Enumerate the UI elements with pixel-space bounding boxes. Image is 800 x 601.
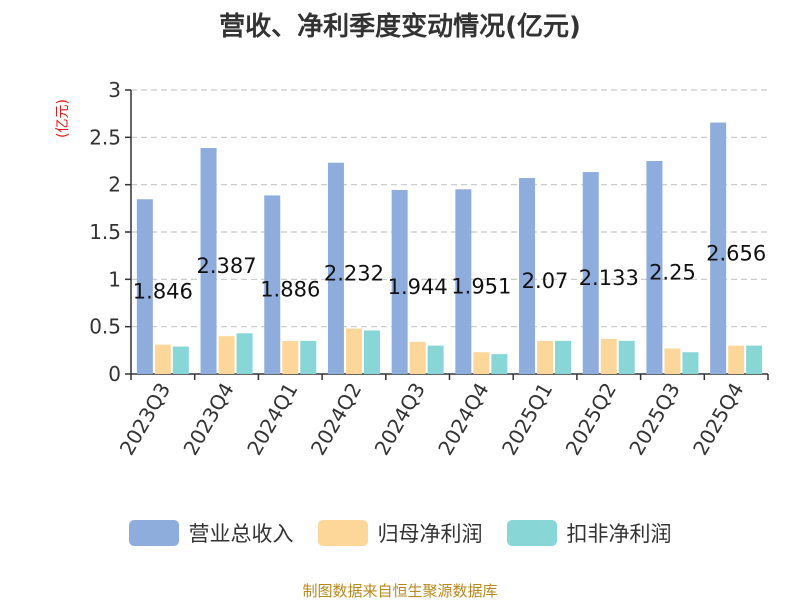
bar-1: [391, 189, 408, 374]
data-label: 1.951: [451, 275, 511, 299]
y-tick-label: 0: [108, 362, 121, 386]
data-label: 2.387: [196, 254, 256, 278]
bar-3: [746, 345, 763, 374]
bar-3: [427, 345, 444, 374]
bar-1: [200, 148, 217, 374]
bar-3: [555, 340, 572, 374]
legend: 营业总收入 归母净利润 扣非净利润: [0, 518, 800, 548]
chart-title: 营收、净利季度变动情况(亿元): [219, 12, 581, 42]
bar-3: [236, 333, 253, 374]
bar-1: [582, 172, 599, 374]
bar-2: [409, 341, 426, 374]
bar-1: [519, 178, 536, 374]
bar-3: [491, 354, 508, 374]
x-tick-label: 2025Q4: [688, 379, 748, 460]
bar-3: [172, 346, 189, 374]
bar-2: [218, 336, 235, 374]
bar-2: [282, 340, 299, 374]
bar-2: [600, 338, 617, 374]
legend-swatch: [506, 520, 557, 546]
legend-swatch: [128, 520, 179, 546]
x-tick-label: 2025Q1: [497, 379, 557, 460]
legend-label: 扣非净利润: [566, 522, 672, 546]
bar-2: [473, 352, 490, 374]
bar-1: [455, 189, 472, 374]
y-tick-label: 0.5: [89, 315, 121, 339]
legend-label: 营业总收入: [188, 522, 294, 546]
data-label: 1.846: [133, 280, 193, 304]
x-tick-label: 2024Q1: [242, 379, 302, 460]
y-tick-label: 2.5: [89, 125, 121, 149]
bar-2: [728, 345, 745, 374]
x-tick-label: 2023Q4: [178, 379, 238, 460]
bar-2: [154, 344, 171, 374]
legend-item[interactable]: 营业总收入: [128, 518, 294, 548]
x-tick-label: 2024Q3: [370, 379, 430, 460]
y-tick-label: 1: [108, 267, 121, 291]
bar-1: [327, 162, 344, 374]
bar-1: [646, 161, 663, 374]
bar-3: [618, 340, 635, 374]
y-tick-label: 3: [108, 78, 121, 102]
x-tick-label: 2024Q2: [306, 379, 366, 460]
bar-2: [537, 340, 554, 374]
y-tick-label: 2: [108, 173, 121, 197]
bar-2: [345, 328, 362, 374]
data-label: 1.944: [388, 275, 448, 299]
bar-2: [664, 348, 681, 374]
x-tick-label: 2025Q3: [624, 379, 684, 460]
bar-3: [363, 330, 380, 374]
legend-swatch: [317, 520, 368, 546]
legend-label: 归母净利润: [377, 522, 483, 546]
bar-3: [682, 352, 699, 374]
data-label: 2.656: [706, 241, 766, 265]
legend-item[interactable]: 扣非净利润: [506, 518, 672, 548]
bar-1: [136, 199, 153, 374]
data-label: 1.886: [260, 278, 320, 302]
data-label: 2.133: [579, 266, 639, 290]
source-note: 制图数据来自恒生聚源数据库: [302, 582, 498, 600]
legend-item[interactable]: 归母净利润: [317, 518, 483, 548]
x-tick-label: 2025Q2: [561, 379, 621, 460]
bar-3: [300, 340, 317, 374]
bar-1: [710, 122, 727, 374]
y-tick-label: 1.5: [89, 220, 121, 244]
bar-1: [264, 195, 281, 374]
data-label: 2.25: [649, 261, 696, 285]
x-tick-label: 2024Q4: [433, 378, 493, 459]
x-tick-label: 2023Q3: [115, 379, 175, 460]
data-label: 2.232: [324, 261, 384, 285]
data-label: 2.07: [522, 269, 569, 293]
